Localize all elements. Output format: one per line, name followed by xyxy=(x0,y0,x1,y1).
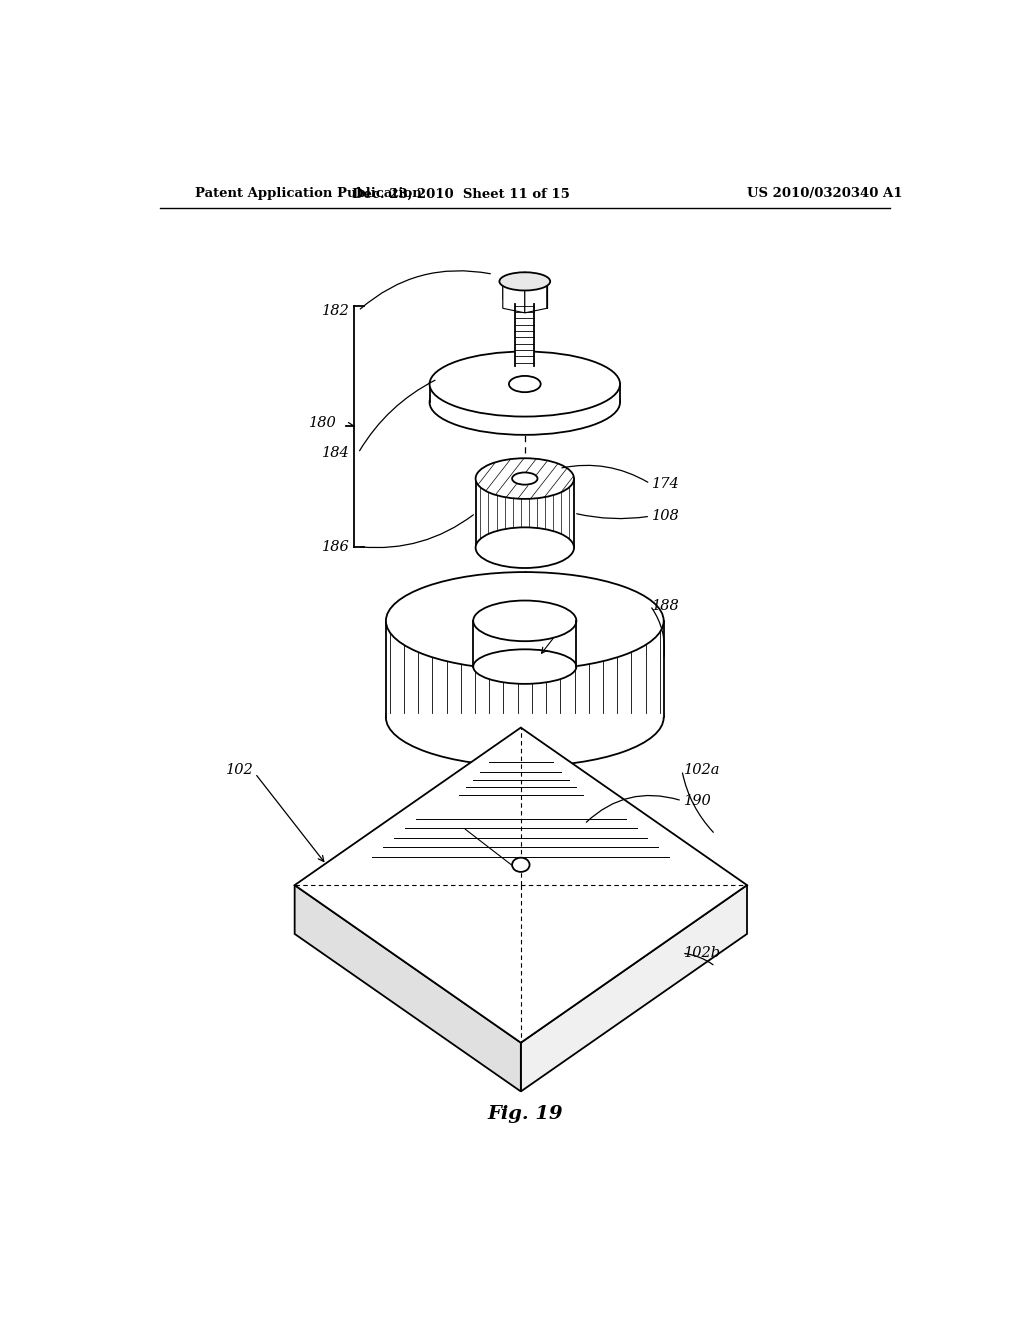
Ellipse shape xyxy=(473,649,577,684)
Text: 186: 186 xyxy=(323,540,350,553)
Polygon shape xyxy=(515,304,535,366)
Polygon shape xyxy=(503,272,524,300)
Polygon shape xyxy=(503,286,524,313)
Ellipse shape xyxy=(386,572,664,669)
Polygon shape xyxy=(295,727,748,1043)
Text: US 2010/0320340 A1: US 2010/0320340 A1 xyxy=(748,187,902,201)
Text: Patent Application Publication: Patent Application Publication xyxy=(196,187,422,201)
Text: 102b: 102b xyxy=(684,946,721,960)
Text: 184: 184 xyxy=(323,446,350,461)
Ellipse shape xyxy=(475,528,574,568)
Text: 190: 190 xyxy=(684,793,712,808)
Text: Fig. 19: Fig. 19 xyxy=(487,1105,562,1123)
Text: 180: 180 xyxy=(309,416,337,430)
Text: Dec. 23, 2010  Sheet 11 of 15: Dec. 23, 2010 Sheet 11 of 15 xyxy=(352,187,570,201)
Polygon shape xyxy=(524,272,547,300)
Text: 182: 182 xyxy=(323,304,350,318)
Text: 102: 102 xyxy=(225,763,253,777)
Ellipse shape xyxy=(475,458,574,499)
Polygon shape xyxy=(386,620,664,718)
Ellipse shape xyxy=(430,351,620,417)
Ellipse shape xyxy=(430,370,620,434)
Ellipse shape xyxy=(386,669,664,766)
Polygon shape xyxy=(524,286,547,313)
Polygon shape xyxy=(473,620,577,667)
Polygon shape xyxy=(430,384,620,403)
Polygon shape xyxy=(475,479,574,548)
Ellipse shape xyxy=(509,376,541,392)
Ellipse shape xyxy=(500,272,550,290)
Text: 174: 174 xyxy=(652,477,680,491)
Text: 188: 188 xyxy=(652,598,680,612)
Ellipse shape xyxy=(512,473,538,484)
Polygon shape xyxy=(521,886,748,1092)
Ellipse shape xyxy=(512,858,529,873)
Text: 108: 108 xyxy=(652,510,680,523)
Ellipse shape xyxy=(473,601,577,642)
Text: 102a: 102a xyxy=(684,763,720,777)
Polygon shape xyxy=(295,886,521,1092)
